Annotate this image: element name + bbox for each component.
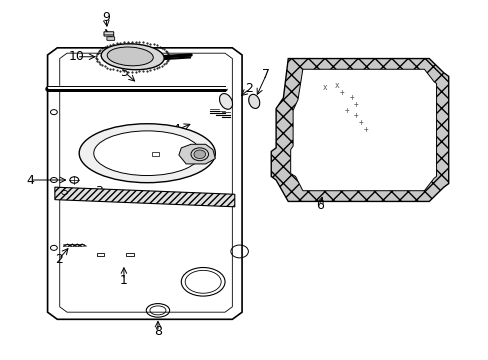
Text: +: + (348, 93, 353, 102)
Text: 4: 4 (172, 123, 180, 136)
Ellipse shape (101, 44, 164, 70)
Text: x: x (334, 81, 339, 90)
Text: +: + (358, 118, 363, 127)
Text: x: x (322, 83, 326, 92)
Text: 4: 4 (26, 174, 35, 186)
Text: +: + (363, 126, 367, 135)
Polygon shape (179, 144, 215, 164)
Text: 10: 10 (69, 50, 84, 63)
Text: 6: 6 (315, 198, 323, 212)
Text: +: + (353, 111, 358, 120)
Circle shape (194, 150, 205, 158)
Text: 8: 8 (154, 325, 162, 338)
Text: 7: 7 (262, 68, 270, 81)
FancyBboxPatch shape (104, 32, 114, 36)
Bar (126, 253, 133, 256)
Bar (97, 253, 104, 256)
Text: 3: 3 (95, 185, 102, 198)
Bar (152, 152, 159, 156)
Ellipse shape (219, 94, 232, 109)
Text: 1: 1 (120, 274, 127, 287)
Text: +: + (339, 88, 344, 97)
Ellipse shape (248, 94, 259, 108)
Polygon shape (290, 69, 436, 191)
Ellipse shape (94, 131, 201, 176)
Text: +: + (353, 100, 358, 109)
Text: 2: 2 (245, 82, 253, 95)
FancyBboxPatch shape (107, 37, 115, 40)
Polygon shape (55, 187, 234, 207)
Polygon shape (47, 48, 242, 319)
Text: 5: 5 (121, 66, 129, 79)
Text: 2: 2 (55, 253, 62, 266)
Text: +: + (344, 106, 348, 115)
Ellipse shape (79, 124, 215, 183)
Ellipse shape (107, 47, 153, 66)
Text: 9: 9 (102, 11, 110, 24)
Polygon shape (271, 59, 448, 202)
